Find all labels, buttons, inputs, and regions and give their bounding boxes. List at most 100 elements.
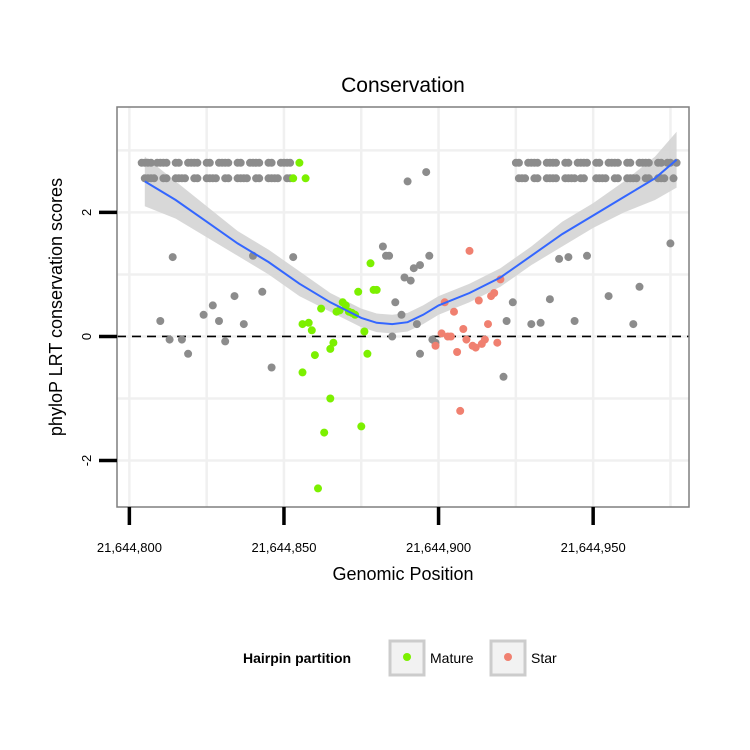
point-other	[388, 332, 397, 341]
point-other	[267, 158, 276, 167]
point-mature	[289, 174, 298, 183]
point-other	[613, 158, 622, 167]
y-axis: -2 0 2	[79, 209, 117, 466]
x-tick-label: 21,644,900	[406, 540, 471, 555]
point-other	[236, 158, 245, 167]
point-other	[416, 261, 424, 270]
legend: Hairpin partition Mature Star	[243, 639, 557, 677]
point-other	[258, 287, 267, 296]
point-other	[255, 158, 264, 167]
point-other	[221, 337, 230, 346]
point-mature	[304, 318, 313, 327]
point-other	[224, 174, 233, 183]
legend-marker-star	[504, 653, 512, 661]
point-other	[162, 174, 171, 183]
y-tick-label: 2	[79, 209, 94, 216]
point-star	[453, 348, 462, 356]
point-other	[156, 317, 165, 325]
point-other	[400, 273, 409, 282]
point-other	[533, 158, 542, 167]
point-other	[174, 158, 183, 167]
point-mature	[314, 484, 322, 493]
point-other	[147, 158, 155, 167]
point-other	[632, 174, 641, 183]
chart-title: Conservation	[341, 74, 465, 97]
y-tick-label: 0	[79, 333, 94, 340]
point-star	[480, 335, 489, 344]
point-mature	[307, 326, 316, 335]
point-mature	[326, 344, 335, 353]
point-other	[165, 335, 174, 344]
point-other	[168, 253, 177, 262]
point-mature	[317, 304, 326, 313]
legend-label-star: Star	[531, 650, 557, 666]
point-other	[205, 158, 214, 167]
point-star	[490, 289, 499, 297]
point-other	[385, 251, 394, 260]
point-other	[416, 349, 424, 358]
point-star	[471, 343, 480, 352]
point-mature	[326, 394, 335, 403]
point-other	[499, 372, 508, 381]
point-other	[570, 174, 579, 183]
point-other	[425, 251, 434, 260]
point-other	[397, 310, 406, 319]
x-axis: 21,644,800 21,644,850 21,644,900 21,644,950	[97, 507, 626, 555]
point-mature	[310, 351, 319, 360]
point-other	[564, 253, 573, 262]
point-other	[604, 292, 613, 301]
point-other	[289, 253, 298, 262]
point-other	[406, 276, 415, 285]
point-other	[635, 282, 644, 291]
point-star	[465, 246, 474, 255]
point-mature	[301, 174, 310, 183]
point-mature	[372, 285, 381, 294]
point-mature	[295, 158, 304, 167]
point-star	[456, 406, 465, 415]
y-tick-label: -2	[79, 455, 94, 467]
point-other	[570, 317, 579, 325]
point-other	[193, 158, 202, 167]
point-other	[595, 158, 604, 167]
x-tick-label: 21,644,800	[97, 540, 162, 555]
point-other	[555, 254, 564, 263]
point-other	[601, 174, 610, 183]
x-axis-label: Genomic Position	[332, 564, 473, 584]
point-mature	[363, 349, 372, 358]
point-star	[446, 332, 455, 341]
point-mature	[298, 368, 307, 377]
point-other	[177, 335, 186, 344]
point-other	[286, 158, 295, 167]
point-star	[459, 325, 468, 333]
legend-marker-mature	[403, 653, 411, 661]
point-other	[273, 174, 282, 183]
point-other	[536, 318, 545, 327]
confidence-band	[144, 131, 677, 334]
point-other	[579, 174, 588, 183]
point-other	[403, 177, 412, 186]
point-mature	[329, 338, 338, 347]
x-tick-label: 21,644,950	[561, 540, 626, 555]
x-tick-label: 21,644,850	[251, 540, 316, 555]
point-other	[644, 158, 653, 167]
point-star	[493, 338, 502, 347]
point-other	[508, 298, 517, 307]
point-other	[255, 174, 264, 183]
data-points	[137, 158, 681, 493]
point-star	[474, 296, 483, 305]
point-other	[552, 158, 560, 167]
point-other	[150, 174, 159, 183]
smooth-line	[144, 158, 678, 326]
point-other	[239, 320, 248, 329]
point-star	[462, 335, 471, 344]
y-axis-label: phyloP LRT conservation scores	[46, 178, 66, 436]
point-other	[193, 174, 202, 183]
point-star	[437, 329, 446, 338]
confidence-band-area	[144, 131, 677, 334]
point-other	[422, 168, 431, 177]
point-other	[242, 174, 251, 183]
point-other	[564, 158, 573, 167]
point-other	[224, 158, 233, 167]
point-other	[657, 158, 666, 167]
